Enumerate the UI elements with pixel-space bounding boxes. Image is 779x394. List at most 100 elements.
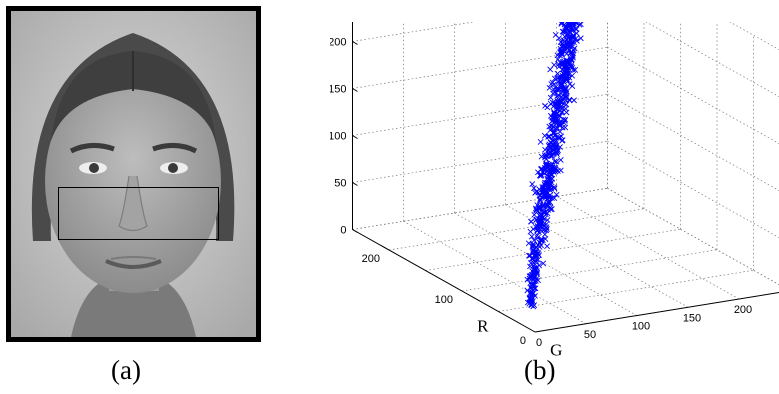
scatter-point	[559, 137, 565, 144]
r-tick-label: 100	[435, 294, 453, 306]
scatter-point-stroke	[570, 32, 577, 39]
scatter-point-stroke	[530, 303, 537, 310]
scatter-point	[552, 138, 559, 145]
scatter-point-stroke	[544, 203, 551, 210]
scatter-point	[538, 153, 545, 160]
scatter-point	[562, 61, 569, 67]
scatter-point-stroke	[547, 94, 554, 101]
scatter-point	[569, 83, 576, 89]
scatter-point	[550, 123, 557, 130]
scatter-point	[544, 243, 551, 250]
scatter-point-stroke	[534, 234, 541, 241]
scatter-point-stroke	[561, 117, 568, 124]
scatter-point	[530, 262, 537, 269]
scatter-point	[527, 228, 534, 235]
scatter-point	[526, 252, 532, 259]
scatter-point	[545, 142, 552, 149]
scatter-point	[569, 33, 576, 40]
scatter-point	[533, 244, 540, 251]
scatter-point-stroke	[563, 69, 570, 75]
scatter-point-stroke	[531, 237, 538, 244]
scatter-point-stroke	[530, 250, 537, 256]
scatter-point-stroke	[558, 103, 565, 110]
scatter-point-stroke	[542, 102, 548, 109]
scatter-point	[531, 185, 537, 192]
scatter-point-stroke	[536, 229, 542, 236]
scatter-point	[528, 297, 535, 304]
scatter-point	[552, 114, 559, 121]
scatter-point-stroke	[577, 22, 584, 28]
axis-labels: 050100150200250010020005010015020025BRG	[330, 37, 752, 360]
scatter-point	[536, 204, 543, 211]
grid-line	[425, 228, 681, 271]
scatter-point-stroke	[563, 63, 570, 70]
b-tick	[352, 88, 358, 92]
scatter-point-stroke	[541, 170, 548, 177]
grid-line	[352, 140, 608, 183]
g-axis-label: G	[550, 341, 562, 360]
scatter-point-stroke	[566, 81, 573, 88]
scatter-point-stroke	[555, 96, 562, 103]
scatter-point	[538, 237, 545, 244]
r-axis-label: R	[477, 316, 489, 335]
scatter-point	[563, 24, 570, 31]
scatter-point	[528, 292, 535, 299]
scatter-point	[570, 39, 577, 46]
scatter-point	[537, 222, 544, 229]
axes	[352, 22, 779, 333]
scatter-point-stroke	[542, 179, 548, 186]
scatter-point-stroke	[556, 35, 562, 42]
scatter-point-stroke	[558, 22, 563, 26]
scatter-point	[528, 284, 535, 291]
scatter-point	[541, 215, 548, 222]
scatter-point-stroke	[533, 256, 540, 263]
scatter-point-stroke	[552, 136, 559, 143]
grid-line	[352, 187, 608, 230]
scatter-point-stroke	[527, 280, 534, 286]
scatter-point-stroke	[560, 60, 567, 67]
scatter-point-stroke	[538, 242, 544, 249]
scatter-point-stroke	[529, 298, 536, 305]
scatter-point	[536, 192, 543, 199]
scatter-point-stroke	[553, 145, 560, 152]
scatter-point-stroke	[552, 138, 559, 145]
scatter-point	[556, 122, 563, 129]
scatter-point	[545, 133, 552, 140]
scatter-point	[558, 50, 565, 57]
r-tick-label: 0	[520, 335, 526, 347]
scatter-point-stroke	[551, 75, 558, 82]
scatter-point-stroke	[570, 67, 577, 74]
scatter-point-stroke	[535, 189, 542, 196]
scatter-point	[547, 66, 554, 73]
scatter-point-stroke	[558, 90, 564, 97]
scatter-point	[569, 72, 576, 79]
scatter-point	[537, 197, 544, 204]
grid-line	[607, 187, 779, 285]
scatter-point-stroke	[539, 202, 546, 209]
scatter-point-stroke	[537, 197, 544, 204]
scatter-point-stroke	[531, 252, 537, 259]
scatter-point-stroke	[534, 232, 541, 239]
scatter-point-stroke	[552, 166, 559, 173]
scatter-point	[558, 80, 565, 87]
scatter-point-stroke	[552, 114, 559, 121]
scatter-point-stroke	[563, 24, 570, 31]
scatter-point	[571, 97, 577, 104]
scatter-point	[542, 102, 548, 109]
scatter-point-stroke	[553, 191, 560, 198]
scatter-point-stroke	[533, 244, 540, 251]
scatter-point	[544, 203, 551, 210]
scatter-point-stroke	[551, 195, 558, 201]
scatter-point	[548, 185, 555, 192]
scatter-point	[528, 233, 535, 240]
scatter-point-stroke	[561, 85, 568, 92]
scatter-point-stroke	[557, 157, 564, 163]
scatter-point	[531, 274, 538, 281]
scatter-point	[561, 85, 568, 92]
scatter-point	[544, 201, 551, 208]
scatter-point	[546, 161, 552, 168]
scatter-point-stroke	[571, 45, 578, 52]
scatter-point	[577, 35, 584, 42]
g-tick-label: 200	[734, 304, 752, 316]
scatter-point-stroke	[551, 112, 558, 119]
